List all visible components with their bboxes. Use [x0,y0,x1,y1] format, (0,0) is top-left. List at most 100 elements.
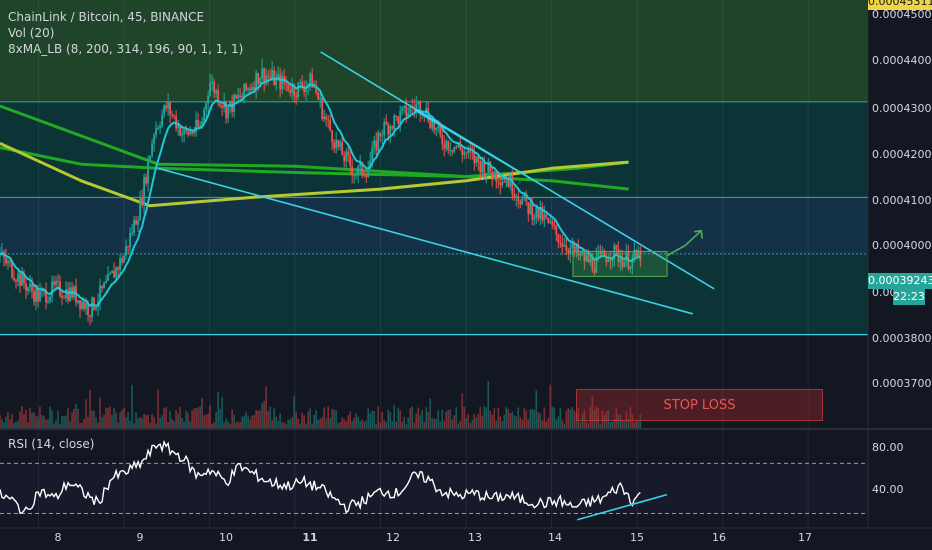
volume-bar [559,407,562,428]
volume-bar [333,409,335,428]
candle-body [221,105,224,108]
candle-body [163,105,165,116]
volume-bar [145,415,147,428]
candle-body [491,172,494,179]
rsi-tick: 80.00 [872,441,904,454]
price-tick: 0.00044000 [872,54,932,67]
volume-bar [227,421,229,428]
volume-bar [331,409,333,428]
candle-body [313,86,316,88]
candle-body [107,273,109,281]
candle-body [23,273,25,284]
candle-body [515,196,518,198]
candle-body [159,126,161,128]
candle-body [223,101,226,108]
volume-bar [7,412,9,428]
candle-body [61,295,63,298]
candle-body [593,269,596,273]
candle-body [227,107,230,119]
candle-body [599,252,602,254]
volume-bar [99,397,101,428]
volume-bar [381,412,384,428]
volume-bar [261,403,263,428]
volume-bar [265,386,267,428]
candle-body [81,301,83,309]
volume-bar [225,418,227,428]
volume-bar [361,419,363,428]
candle-body [157,127,159,129]
volume-bar [61,416,63,428]
volume-bar [483,406,486,428]
candle-body [325,116,328,120]
volume-bar [35,415,37,428]
candle-body [63,297,65,299]
volume-bar [47,419,49,428]
candle-body [257,73,260,85]
current-price-tag: 0.00039243 [868,273,932,289]
date-tick: 17 [798,531,812,544]
candle-body [189,131,192,135]
volume-bar [517,407,520,428]
volume-bar [175,409,177,428]
volume-bar [269,406,271,428]
volume-bar [485,407,488,428]
volume-bar [601,410,604,428]
volume-bar [505,407,508,428]
consolidation-box [572,250,668,277]
candle-body [399,111,402,125]
volume-bar [291,416,293,428]
volume-bar [341,417,343,428]
volume-bar [293,395,295,428]
ma-legend: 8xMA_LB (8, 200, 314, 196, 90, 1, 1, 1) [8,42,244,56]
volume-bar [13,423,15,428]
candle-body [345,151,348,162]
candle-body [299,82,302,84]
candle-body [579,253,582,256]
candle-body [629,267,632,269]
volume-bar [117,422,119,428]
candle-body [175,116,177,129]
candle-body [49,296,51,302]
volume-bar [513,415,516,428]
candle-body [127,245,129,248]
volume-bar [137,418,139,428]
candle-body [633,250,636,258]
candle-body [567,250,570,254]
volume-bar [83,418,85,428]
candle-body [121,258,123,263]
date-tick: 15 [630,531,644,544]
volume-bar [425,407,428,428]
volume-bar [97,422,99,428]
volume-bar [479,406,482,428]
candle-body [469,149,472,152]
volume-bar [577,407,580,428]
volume-bar [141,417,143,428]
volume-bar [191,410,193,428]
volume-bar [449,409,452,428]
moving-averages [0,104,629,208]
volume-bar [393,404,396,428]
candle-body [171,114,173,116]
volume-bar [299,423,301,428]
candle-body [505,180,508,183]
candle-body [543,214,546,221]
rsi-panel [0,439,868,521]
candle-body [603,250,606,257]
volume-bar [37,416,39,428]
candle-body [301,82,304,88]
candle-body [173,115,175,117]
candle-body [207,95,210,104]
volume-bar [151,414,153,428]
volume-bar [609,422,612,428]
volume-bar [441,409,444,428]
volume-bar [499,416,502,428]
volume-bar [157,389,159,428]
candle-body [69,287,71,301]
candle-body [165,105,167,109]
candle-body [575,246,578,253]
candle-body [319,98,322,100]
candle-body [443,144,446,149]
candle-body [361,162,364,175]
candle-body [317,92,320,100]
